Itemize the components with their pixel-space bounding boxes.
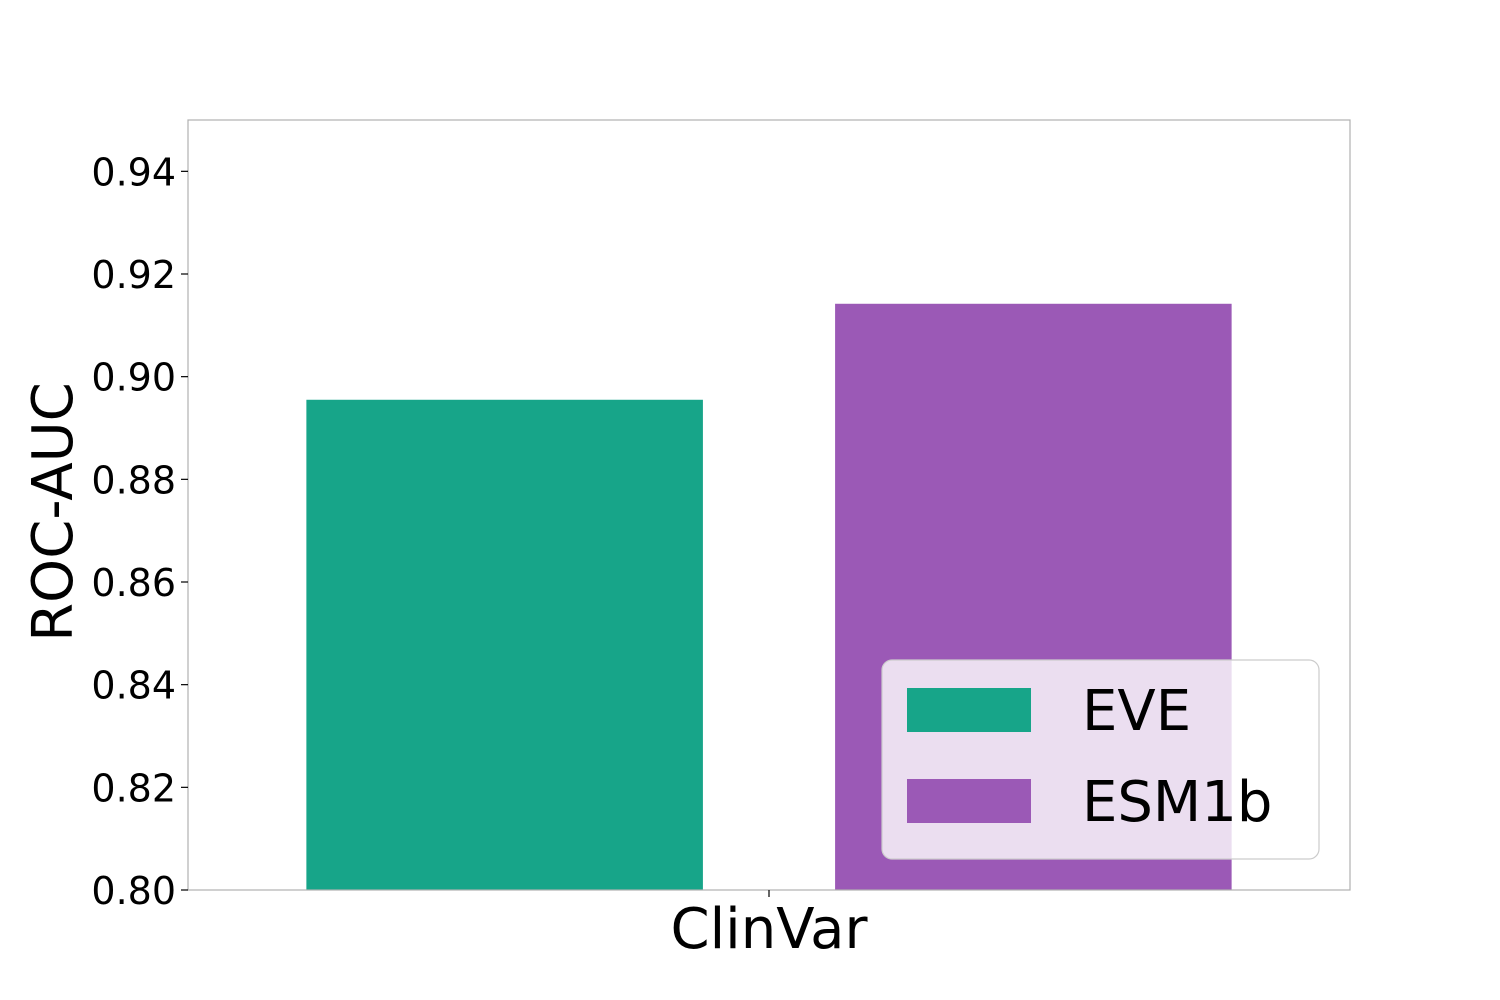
- y-tick-label: 0.92: [91, 253, 176, 297]
- legend-label-eve: EVE: [1082, 679, 1191, 744]
- legend-swatch-eve: [907, 688, 1031, 732]
- y-tick-label: 0.90: [91, 356, 176, 400]
- y-tick-label: 0.88: [91, 458, 176, 502]
- y-tick-label: 0.94: [91, 150, 176, 194]
- x-tick-label: ClinVar: [670, 897, 868, 962]
- x-axis: ClinVar: [670, 890, 868, 962]
- legend: EVE ESM1b: [881, 659, 1320, 860]
- legend-label-esm1b: ESM1b: [1082, 770, 1272, 835]
- y-tick-label: 0.82: [91, 766, 176, 810]
- y-tick-label: 0.84: [91, 664, 176, 708]
- bars-group: [306, 303, 1232, 891]
- y-tick-label: 0.80: [91, 869, 176, 913]
- y-axis: 0.80 0.82 0.84 0.86 0.88 0.90 0.92 0.94: [91, 150, 188, 913]
- y-tick-label: 0.86: [91, 561, 176, 605]
- y-axis-title: ROC-AUC: [21, 382, 86, 641]
- bar-eve: [306, 399, 703, 890]
- legend-swatch-esm1b: [907, 779, 1031, 823]
